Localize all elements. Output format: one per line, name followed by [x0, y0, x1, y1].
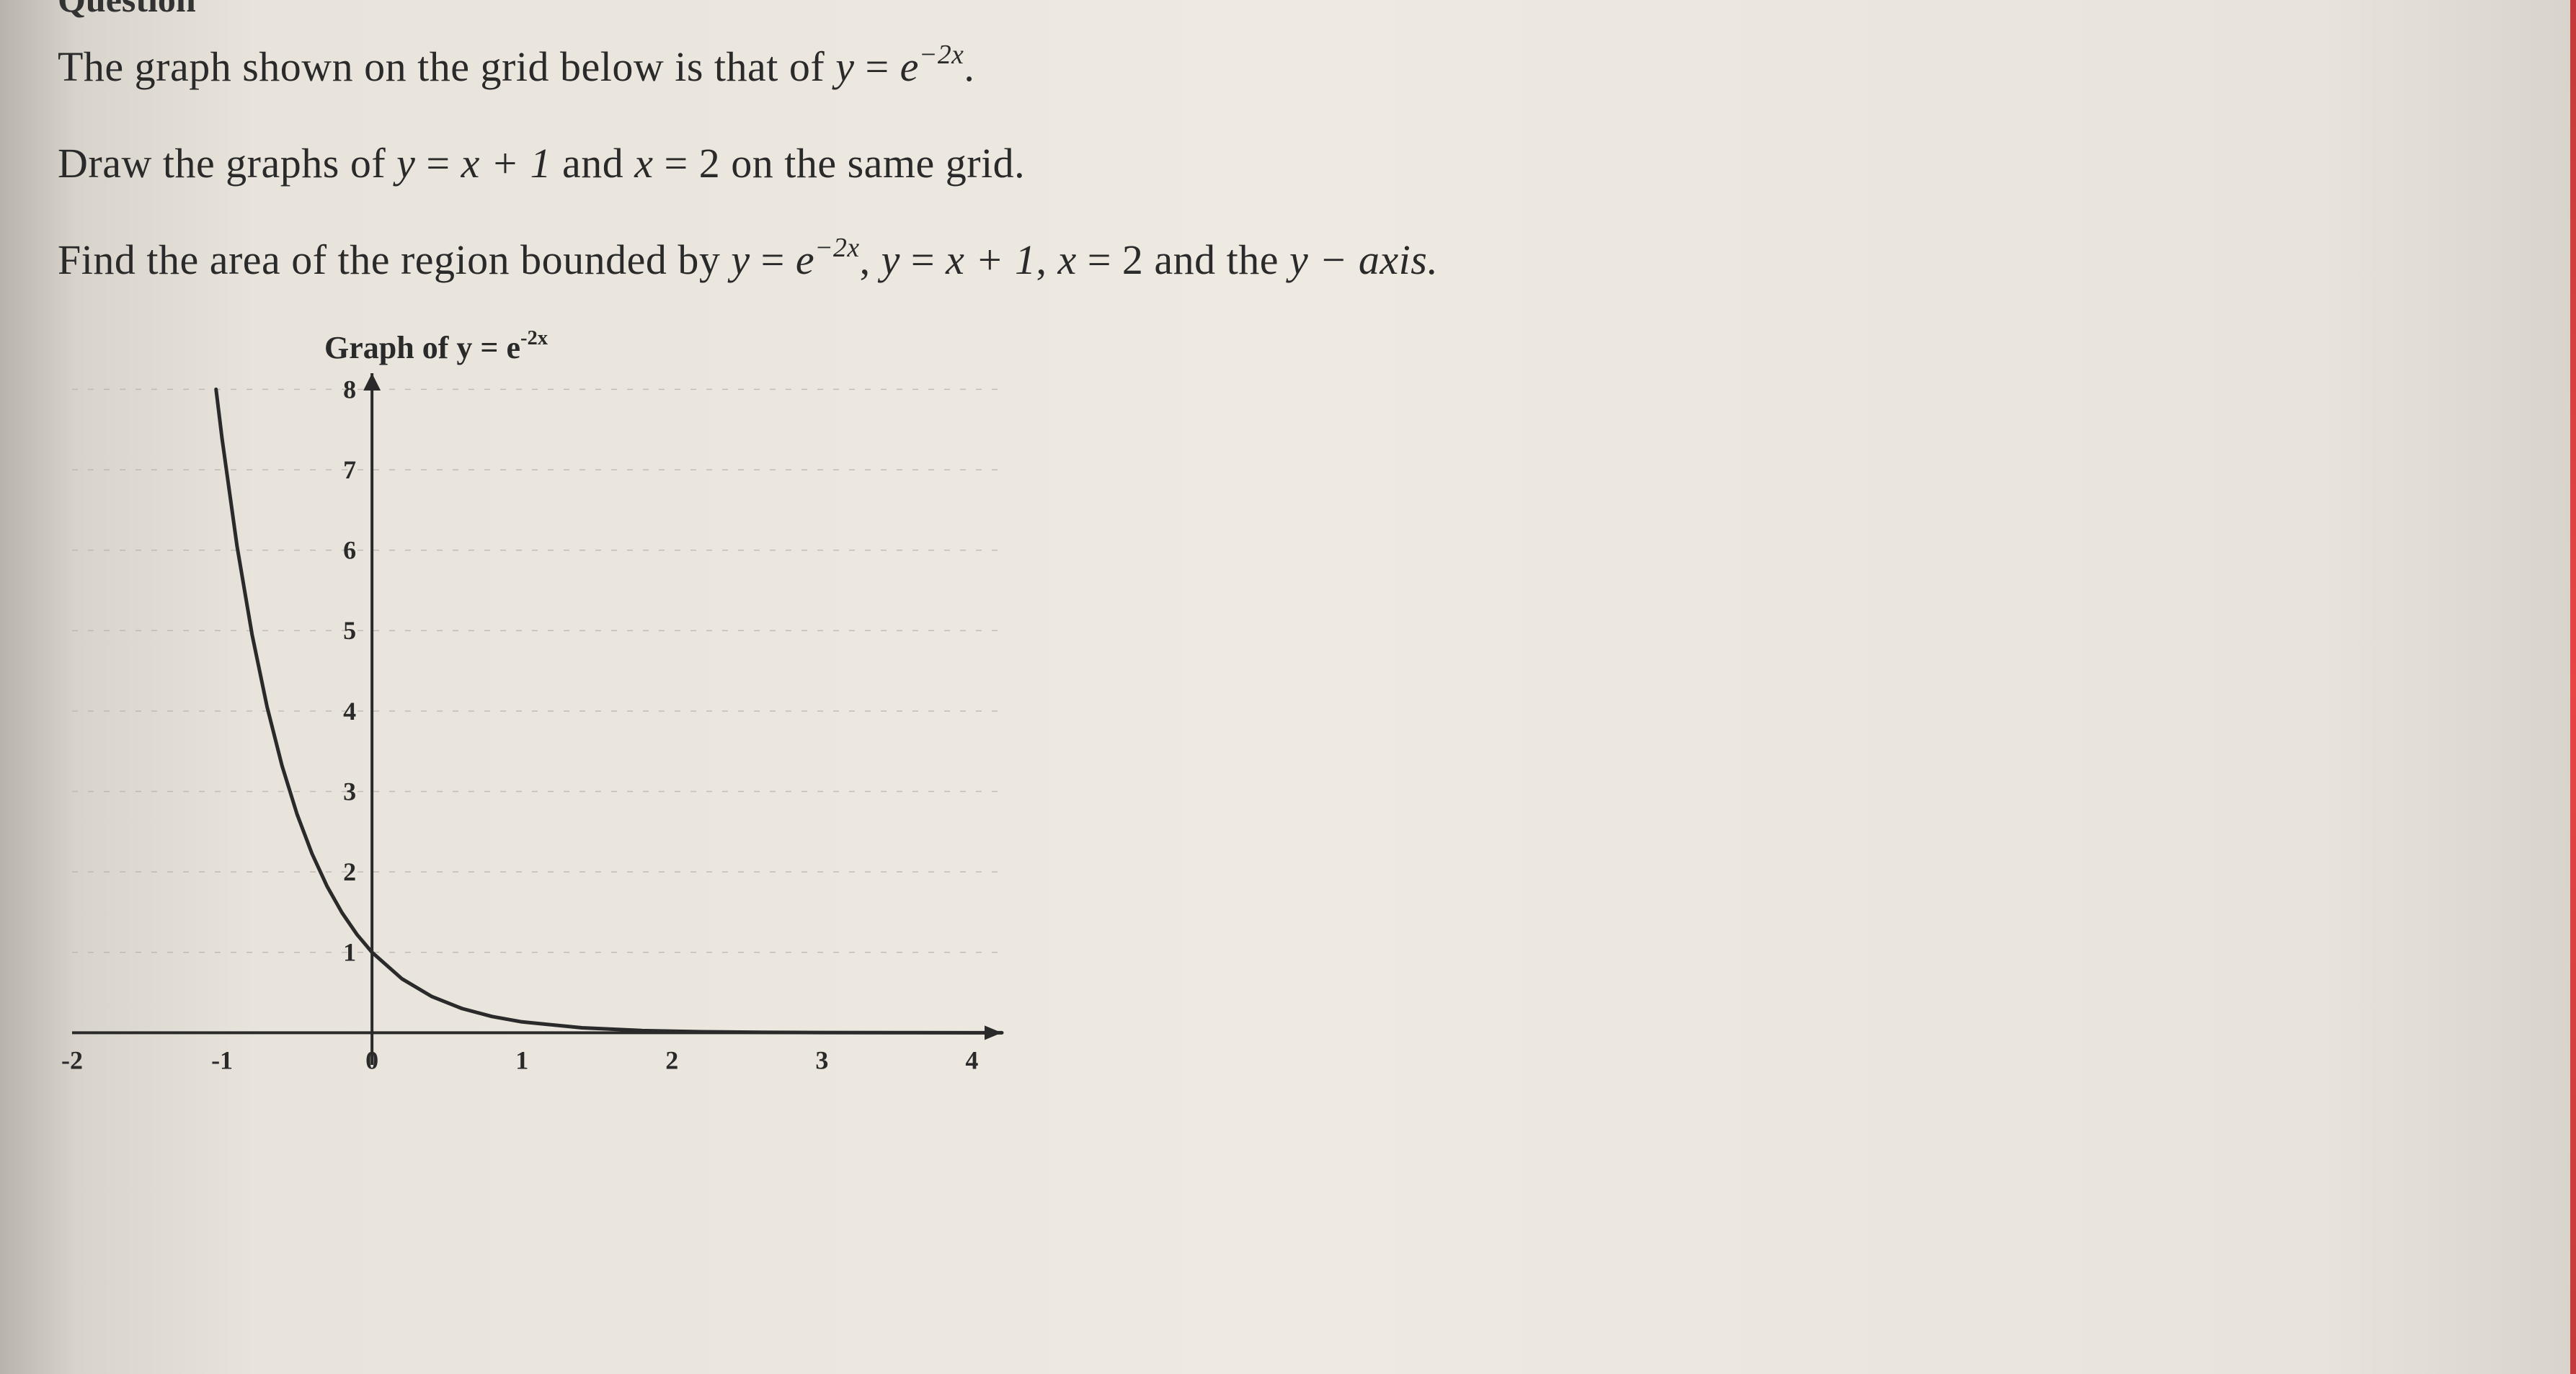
expr: 2	[1122, 236, 1144, 283]
var-y: y	[731, 236, 750, 283]
graph-container: Graph of y = e-2x -2 -1 0 1 2 3 4 1 2 3 4 5 6 7 8	[36, 329, 1045, 1123]
svg-text:8: 8	[343, 375, 356, 403]
text: Graph of	[324, 330, 456, 365]
exponent: −2x	[814, 233, 860, 263]
var-y: y	[396, 140, 415, 187]
var-y: y	[1289, 236, 1308, 283]
svg-text:2: 2	[665, 1045, 678, 1074]
text: Draw the graphs of	[58, 140, 396, 187]
exponent: −2x	[919, 40, 964, 70]
equals: =	[911, 236, 946, 283]
expr: x + 1	[461, 140, 551, 187]
expr: x + 1	[946, 236, 1036, 283]
var-x: x	[634, 140, 653, 187]
svg-text:4: 4	[965, 1045, 978, 1074]
exponent: -2x	[520, 327, 548, 349]
svg-text:-2: -2	[61, 1045, 83, 1074]
page-edge-marker	[2570, 0, 2576, 1374]
text: on the same grid.	[731, 140, 1025, 187]
equals: =	[480, 330, 506, 365]
base-e: e	[796, 236, 814, 283]
question-heading-fragment: Question	[58, 0, 2518, 20]
equals: =	[665, 140, 699, 187]
svg-text:5: 5	[343, 616, 356, 645]
equals: =	[426, 140, 461, 187]
svg-text:1: 1	[515, 1045, 528, 1074]
var-y: y	[881, 236, 900, 283]
equals: =	[761, 236, 796, 283]
equals: =	[865, 43, 900, 90]
text: The graph shown on the grid below is tha…	[58, 43, 835, 90]
equals: =	[1088, 236, 1122, 283]
var-y: y	[835, 43, 854, 90]
svg-text:6: 6	[343, 535, 356, 564]
expr: 2	[699, 140, 721, 187]
svg-text:0: 0	[365, 1045, 378, 1074]
problem-line-2: Draw the graphs of y = x + 1 and x = 2 o…	[58, 124, 2518, 203]
text: Find the area of the region bounded by	[58, 236, 731, 283]
graph-svg: -2 -1 0 1 2 3 4 1 2 3 4 5 6 7 8	[36, 359, 1045, 1123]
sep: ,	[860, 236, 881, 283]
svg-text:-1: -1	[211, 1045, 233, 1074]
svg-text:4: 4	[343, 696, 356, 725]
problem-line-3: Find the area of the region bounded by y…	[58, 220, 2518, 300]
svg-text:2: 2	[343, 857, 356, 886]
text: and	[562, 140, 634, 187]
svg-text:3: 3	[815, 1045, 828, 1074]
svg-text:7: 7	[343, 455, 356, 484]
sep: ,	[1036, 236, 1057, 283]
svg-text:1: 1	[343, 937, 356, 966]
text: − axis.	[1319, 236, 1438, 283]
base-e: e	[900, 43, 919, 90]
page-corner-line	[2366, 1298, 2576, 1374]
page: Question The graph shown on the grid bel…	[0, 0, 2576, 1374]
text: and the	[1154, 236, 1289, 283]
var-x: x	[1057, 236, 1076, 283]
problem-line-1: The graph shown on the grid below is tha…	[58, 27, 2518, 107]
period: .	[964, 43, 974, 90]
base-e: e	[506, 330, 520, 365]
svg-text:3: 3	[343, 777, 356, 806]
var-y: y	[456, 330, 472, 365]
